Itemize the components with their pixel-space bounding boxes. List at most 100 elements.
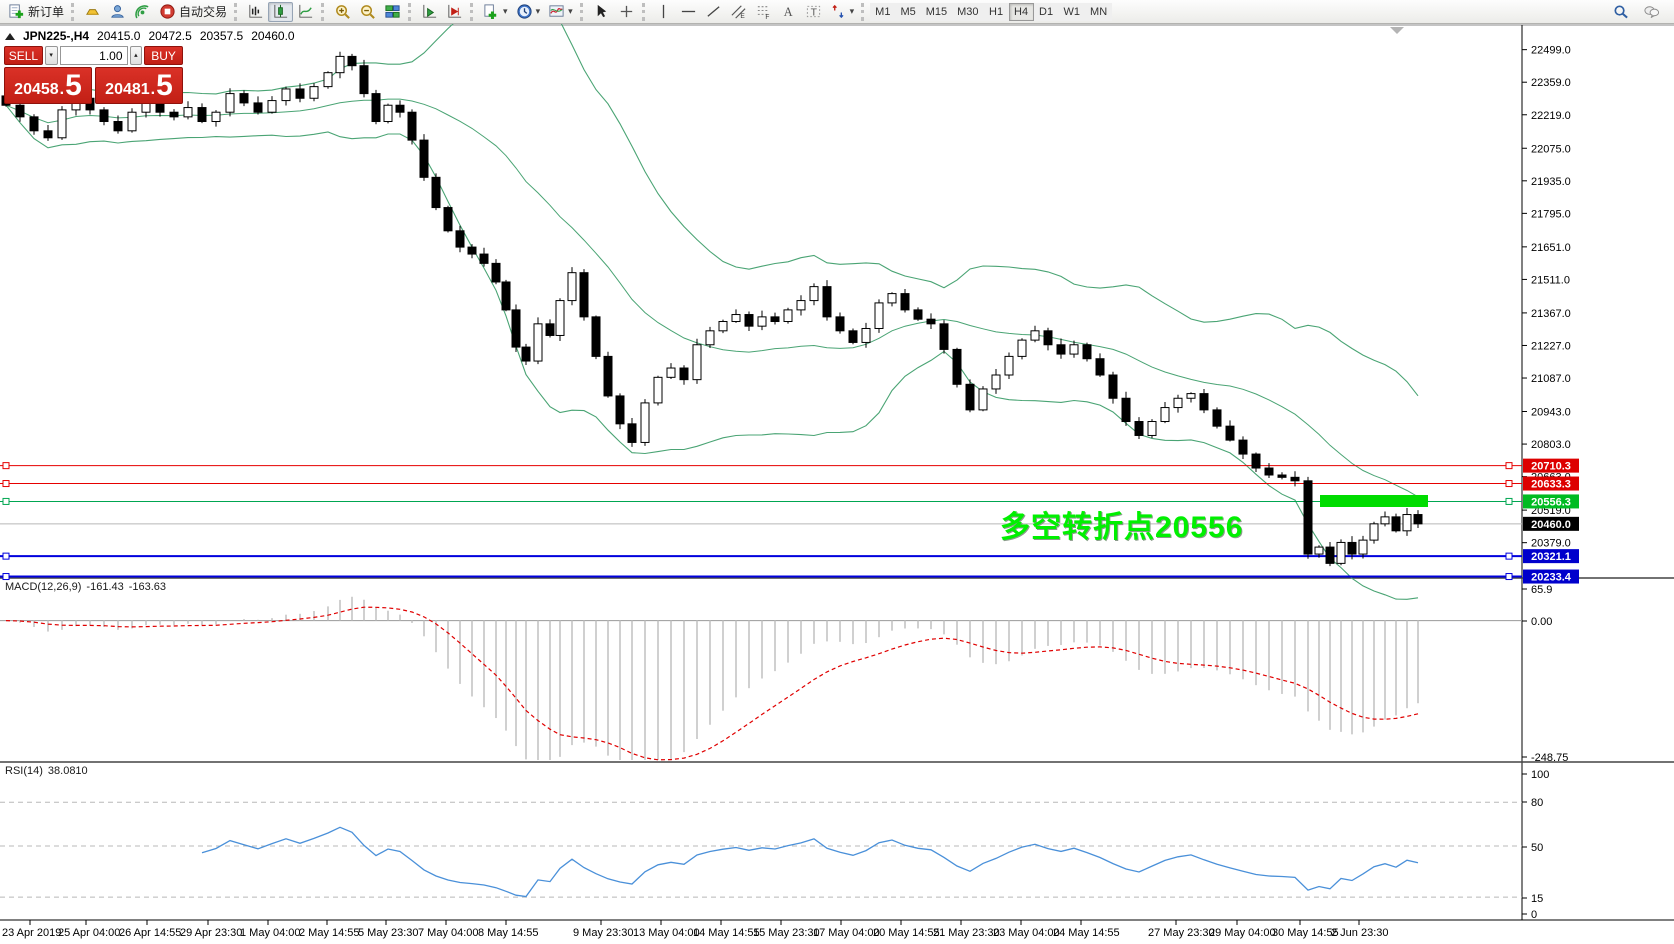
new-order-button[interactable]: 新订单 [4,2,68,22]
timeframe-m5-button[interactable]: M5 [895,2,921,21]
rsi-name: RSI(14) [5,765,43,777]
candle [1264,467,1274,476]
timeframe-m15-button[interactable]: M15 [920,2,953,21]
indicators-button[interactable]: ▾ [479,2,512,22]
text-button[interactable]: A [776,2,801,22]
zoom-in-button[interactable] [330,2,355,22]
macd-label: MACD(12,26,9) -161.43 -163.63 [5,581,166,593]
buy-button[interactable]: BUY [144,46,183,65]
community-button[interactable] [105,2,130,22]
volume-input[interactable] [59,46,128,65]
candle [579,272,589,318]
candlestick-chart-button[interactable] [268,1,294,22]
timeframe-m30-button[interactable]: M30 [952,2,984,21]
toolbar-separator [71,2,77,21]
candle [1199,393,1209,411]
candle [455,230,465,248]
arrows-button[interactable]: ▾ [826,2,859,22]
line-handle[interactable] [1505,573,1513,581]
time-tick-label: 5 May 23:30 [358,927,419,939]
price-tick-label: 21087.0 [1531,373,1571,385]
candle [183,107,193,118]
candle [43,130,53,139]
line-handle[interactable] [2,480,10,488]
tile-windows-icon [384,3,401,20]
line-handle[interactable] [1505,552,1513,560]
volume-increase-button[interactable]: ▴ [129,46,143,65]
periods-button[interactable]: ▾ [512,2,545,22]
vertical-line-button[interactable] [651,2,676,22]
line-handle[interactable] [2,552,10,560]
symbol-name: JPN225-,H4 [23,29,90,43]
candle [197,107,207,123]
candle [796,300,806,311]
auto-scroll-button[interactable] [417,2,442,22]
candle [783,309,793,323]
line-handle[interactable] [1505,462,1513,470]
text-label-button[interactable]: T [801,2,826,22]
line-chart-button[interactable] [293,2,318,22]
candle [1004,355,1014,376]
deposit-button[interactable] [80,2,105,22]
templates-button[interactable]: ▾ [544,2,577,22]
toolbar-separator [579,2,586,21]
line-handle[interactable] [2,462,10,470]
timeframe-m1-button[interactable]: M1 [870,2,896,21]
price-badge-label: 20556.3 [1531,496,1571,508]
trendline-button[interactable] [701,2,726,22]
timeframe-mn-button[interactable]: MN [1085,2,1113,21]
collapse-icon[interactable] [5,32,15,40]
candle [1056,344,1066,355]
buy-price-button[interactable]: 20481 . 5 [95,67,183,104]
equidistant-channel-button[interactable]: E [726,2,751,22]
sell-button[interactable]: SELL [4,46,43,65]
candle [57,109,67,139]
candle [1017,339,1027,357]
line-handle[interactable] [1505,497,1513,505]
line-handle[interactable] [2,573,10,581]
svg-text:T: T [810,7,817,18]
time-tick-label: 15 May 23:30 [753,927,820,939]
line-handle[interactable] [1505,480,1513,488]
candle [1095,358,1105,376]
candle [1043,330,1053,346]
candle [467,246,477,255]
signals-button[interactable] [130,2,155,22]
search-button[interactable] [1608,2,1633,22]
candle [407,111,417,141]
chart-shift-button[interactable] [442,2,467,22]
timeframe-h4-button[interactable]: H4 [1008,2,1034,21]
candle [1225,425,1235,441]
cursor-button[interactable] [589,2,614,22]
timeframe-w1-button[interactable]: W1 [1058,2,1086,21]
line-handle[interactable] [2,497,10,505]
volume-decrease-button[interactable]: ▾ [44,46,58,65]
chevron-down-icon: ▾ [568,6,573,16]
templates-icon [548,3,565,20]
rsi-tick-label: 50 [1531,842,1543,854]
annotation-text[interactable]: 多空转折点20556 [1000,511,1244,544]
autotrading-button[interactable]: 自动交易 [155,2,231,22]
buy-price-main: 20481 [105,81,150,98]
sell-price-button[interactable]: 20458 . 5 [4,67,92,104]
chart-shift-icon [446,3,463,20]
timeframe-d1-button[interactable]: D1 [1033,2,1059,21]
timeframe-h1-button[interactable]: H1 [983,2,1009,21]
signals-icon [134,3,151,20]
svg-text:A: A [783,5,792,19]
candle [1147,421,1157,436]
price-badge [1523,569,1579,584]
tile-windows-button[interactable] [380,2,405,22]
bar-chart-button[interactable] [243,2,268,22]
fibonacci-button[interactable]: F [751,2,776,22]
annotation-rectangle[interactable] [1320,495,1428,507]
chat-button[interactable] [1639,2,1664,22]
zoom-out-button[interactable] [355,2,380,22]
price-badge [1523,549,1579,564]
candle [347,55,357,67]
chart-shift-marker[interactable] [1390,27,1404,34]
macd-value2: -163.63 [128,581,167,593]
crosshair-button[interactable] [614,2,639,22]
horizontal-line-button[interactable] [676,2,701,22]
